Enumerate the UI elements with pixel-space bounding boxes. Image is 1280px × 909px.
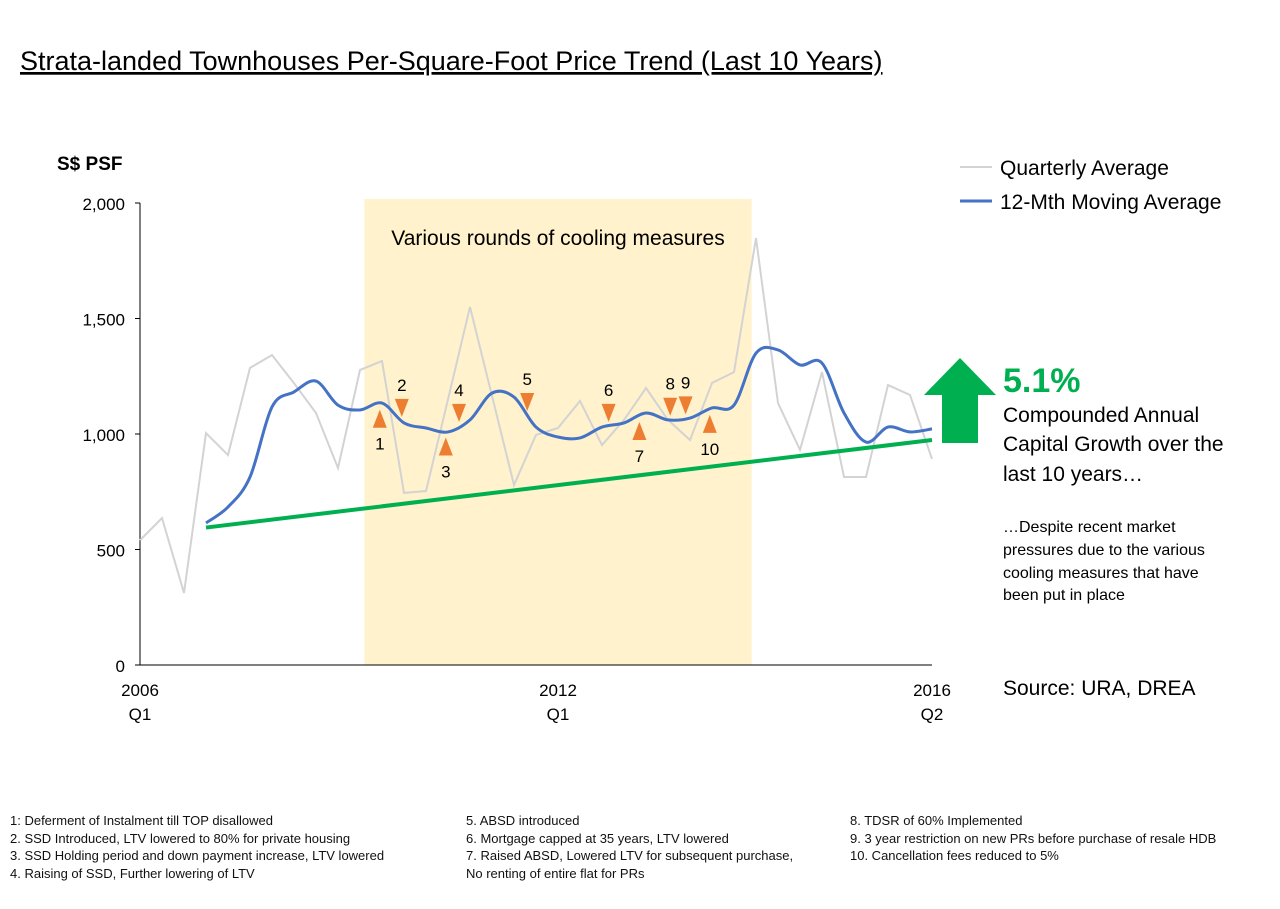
marker-up-triangle-icon	[438, 437, 453, 456]
y-tick-label: 1,000	[82, 426, 125, 445]
marker-down-triangle-icon	[520, 393, 535, 412]
legend-moving-avg-label: 12-Mth Moving Average	[1000, 191, 1221, 214]
marker-label: 4	[454, 381, 463, 400]
growth-line-2: Capital Growth over the	[1003, 433, 1224, 456]
x-tick-year: 2016	[913, 681, 951, 700]
chart-title: Strata-landed Townhouses Per-Square-Foot…	[20, 46, 882, 76]
cagr-trend-line	[205, 438, 933, 530]
growth-value: 5.1%	[1003, 362, 1081, 400]
x-tick-year: 2012	[539, 681, 577, 700]
marker-label: 7	[635, 447, 644, 466]
footnote: 2. SSD Introduced, LTV lowered to 80% fo…	[10, 830, 351, 846]
marker-label: 3	[441, 463, 450, 482]
x-tick-quarter: Q1	[129, 705, 152, 724]
marker-label: 6	[604, 381, 613, 400]
footnote: 8. TDSR of 60% Implemented	[850, 813, 1023, 828]
note-line-2: pressures due to the various	[1003, 542, 1205, 559]
cooling-measures-region	[364, 199, 752, 665]
marker-down-triangle-icon	[601, 403, 616, 422]
note-line-4: been put in place	[1003, 587, 1125, 604]
marker-down-triangle-icon	[452, 403, 466, 422]
marker-label: 8	[665, 375, 674, 394]
x-tick-quarter: Q1	[547, 705, 570, 724]
x-tick-quarter: Q2	[921, 705, 944, 724]
footnotes-col-3: 8. TDSR of 60% Implemented 9. 3 year res…	[850, 812, 1216, 865]
cooling-measures-label: Various rounds of cooling measures	[391, 227, 724, 250]
footnote: 6. Mortgage capped at 35 years, LTV lowe…	[466, 830, 729, 846]
quarterly-average-line	[139, 237, 933, 594]
marker-label: 1	[375, 435, 384, 454]
marker-label: 2	[397, 376, 406, 395]
marker-down-triangle-icon	[678, 396, 693, 415]
marker-up-triangle-icon	[632, 421, 647, 440]
footnote: 10. Cancellation fees reduced to 5%	[850, 848, 1059, 864]
y-tick-label: 1,500	[82, 311, 125, 330]
footnote: 9. 3 year restriction on new PRs before …	[850, 830, 1217, 846]
y-tick-label: 0	[116, 657, 125, 676]
marker-down-triangle-icon	[394, 398, 409, 417]
footnote: 4. Raising of SSD, Further lowering of L…	[10, 866, 255, 882]
footnote: 1: Deferment of Instalment till TOP disa…	[10, 813, 274, 828]
marker-up-triangle-icon	[372, 409, 387, 428]
marker-label: 5	[522, 370, 531, 389]
marker-up-triangle-icon	[702, 414, 717, 433]
legend: Quarterly Average 12-Mth Moving Average	[960, 157, 1221, 214]
footnote: 5. ABSD introduced	[466, 813, 580, 828]
footnotes-col-2: 5. ABSD introduced 6. Mortgage capped at…	[466, 812, 793, 883]
marker-down-triangle-icon	[663, 397, 678, 416]
y-tick-label: 500	[97, 542, 125, 561]
footnotes-col-1: 1: Deferment of Instalment till TOP disa…	[10, 812, 384, 883]
marker-label: 10	[700, 440, 719, 459]
moving-average-line	[205, 345, 933, 525]
marker-label: 9	[681, 373, 690, 392]
note-line-1: …Despite recent market	[1003, 519, 1176, 536]
y-axis-title: S$ PSF	[57, 154, 122, 175]
note-line-3: cooling measures that have	[1003, 565, 1199, 582]
footnote: No renting of entire flat for PRs	[466, 866, 645, 882]
y-tick-label: 2,000	[82, 195, 125, 214]
x-tick-year: 2006	[121, 681, 159, 700]
footnote: 7. Raised ABSD, Lowered LTV for subseque…	[466, 848, 794, 864]
footnote: 3. SSD Holding period and down payment i…	[10, 848, 385, 864]
growth-line-3: last 10 years…	[1003, 463, 1143, 486]
growth-up-arrow-icon	[924, 358, 996, 443]
source-text: Source: URA, DREA	[1003, 677, 1196, 700]
growth-line-1: Compounded Annual	[1003, 404, 1199, 427]
legend-quarterly-label: Quarterly Average	[1000, 157, 1169, 180]
